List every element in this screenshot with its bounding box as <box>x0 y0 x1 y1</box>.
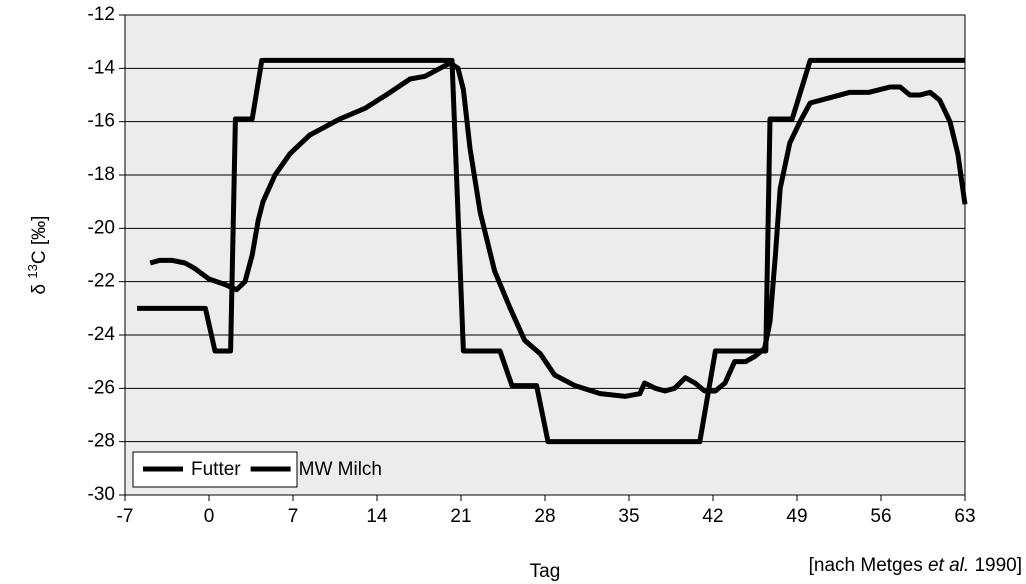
x-tick-label: 35 <box>618 506 639 527</box>
source-part: [nach Metges <box>809 555 928 576</box>
y-tick-label: -20 <box>88 217 115 238</box>
series-line <box>137 57 965 445</box>
legend-label: Futter <box>191 459 241 480</box>
y-tick-label: -14 <box>88 57 116 78</box>
y-tick-label: -22 <box>88 271 115 292</box>
x-tick-label: -7 <box>117 506 134 527</box>
x-tick-label: 63 <box>954 506 975 527</box>
x-tick-label: 0 <box>204 506 215 527</box>
source-part: et al. <box>928 555 969 576</box>
y-tick-label: -12 <box>88 4 115 25</box>
x-tick-label: 56 <box>870 506 891 527</box>
y-tick-label: -28 <box>88 431 115 452</box>
source-note: [nach Metges et al. 1990] <box>809 555 1022 576</box>
y-label-part: δ <box>29 279 50 295</box>
x-tick-label: 7 <box>288 506 299 527</box>
x-axis-label: Tag <box>530 561 561 582</box>
legend-label: MW Milch <box>299 459 382 480</box>
y-axis-label: δ 13C [‰] <box>25 216 50 295</box>
x-tick-label: 28 <box>534 506 555 527</box>
x-tick-label: 21 <box>450 506 471 527</box>
y-tick-label: -24 <box>88 324 116 345</box>
y-label-sup: 13 <box>25 264 40 278</box>
x-tick-label: 42 <box>702 506 723 527</box>
x-tick-label: 49 <box>786 506 807 527</box>
plot-border <box>124 14 966 496</box>
y-tick-label: -30 <box>88 484 115 505</box>
y-tick-label: -18 <box>88 164 115 185</box>
y-label-part: C [‰] <box>29 216 50 265</box>
series-line <box>149 60 968 399</box>
y-tick-label: -16 <box>88 111 115 132</box>
source-part: 1990] <box>969 555 1022 576</box>
x-tick-label: 14 <box>366 506 388 527</box>
y-tick-label: -26 <box>88 377 115 398</box>
